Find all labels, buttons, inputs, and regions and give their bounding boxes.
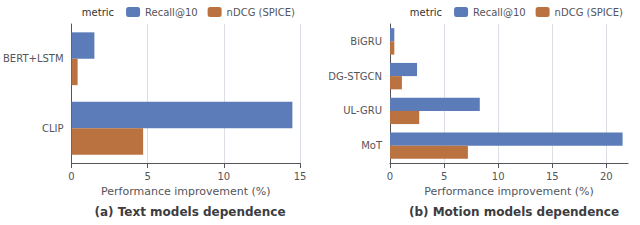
svg-text:(a) Text models dependence: (a) Text models dependence xyxy=(94,205,285,219)
svg-text:5: 5 xyxy=(441,171,447,182)
svg-text:10: 10 xyxy=(492,171,505,182)
svg-text:Recall@10: Recall@10 xyxy=(473,7,526,18)
svg-text:UL-GRU: UL-GRU xyxy=(343,105,382,116)
svg-text:Performance improvement (%): Performance improvement (%) xyxy=(101,185,271,198)
svg-text:metric: metric xyxy=(82,7,114,18)
svg-text:nDCG (SPICE): nDCG (SPICE) xyxy=(227,7,295,18)
svg-text:0: 0 xyxy=(387,171,393,182)
svg-text:DG-STGCN: DG-STGCN xyxy=(328,71,382,82)
svg-text:10: 10 xyxy=(217,171,230,182)
svg-text:CLIP: CLIP xyxy=(42,123,64,134)
svg-text:Recall@10: Recall@10 xyxy=(145,7,198,18)
svg-text:BiGRU: BiGRU xyxy=(350,36,382,47)
svg-text:Performance improvement (%): Performance improvement (%) xyxy=(424,185,594,198)
svg-text:15: 15 xyxy=(546,171,559,182)
svg-text:15: 15 xyxy=(294,171,307,182)
svg-text:metric: metric xyxy=(410,7,442,18)
svg-text:nDCG (SPICE): nDCG (SPICE) xyxy=(555,7,623,18)
svg-text:(b) Motion models dependence: (b) Motion models dependence xyxy=(409,205,619,219)
svg-text:0: 0 xyxy=(68,171,74,182)
svg-text:5: 5 xyxy=(145,171,151,182)
svg-text:20: 20 xyxy=(600,171,613,182)
svg-text:MoT: MoT xyxy=(361,140,383,151)
svg-text:BERT+LSTM: BERT+LSTM xyxy=(3,53,64,64)
